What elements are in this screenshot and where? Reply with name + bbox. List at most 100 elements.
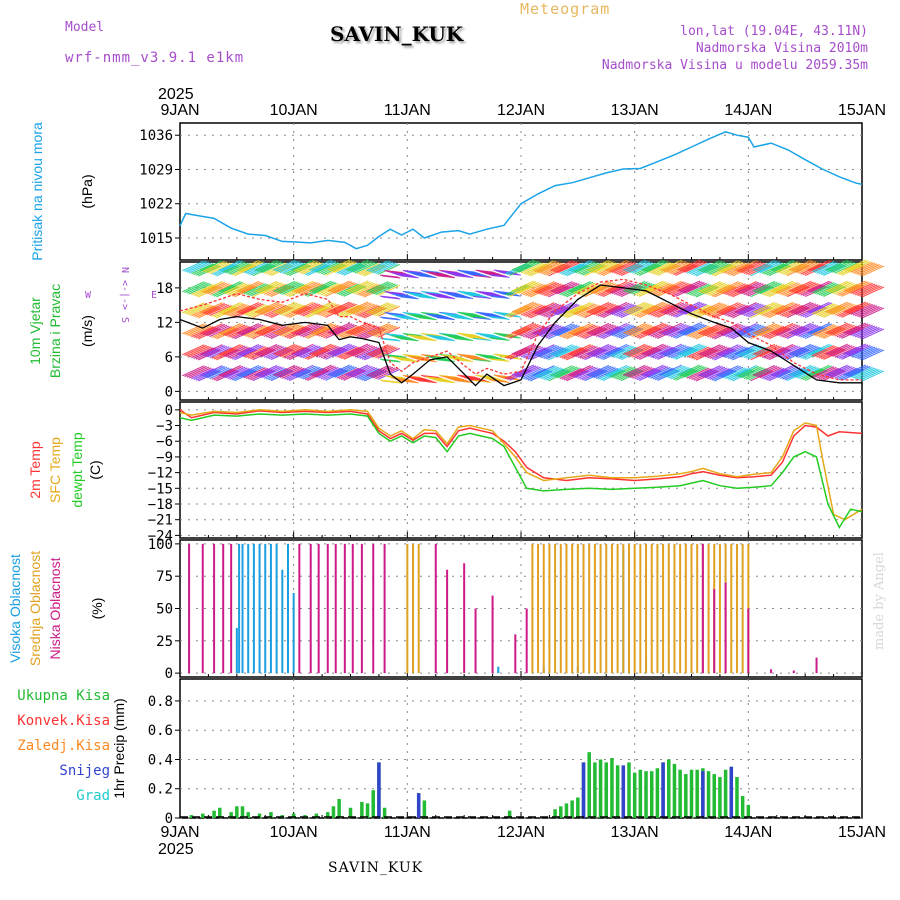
wind-barb xyxy=(307,327,330,339)
wind-barb xyxy=(284,263,307,275)
wind-barb xyxy=(625,323,648,335)
wind-barb xyxy=(332,366,355,378)
wind-barb xyxy=(729,264,753,276)
wind-barb xyxy=(216,265,239,277)
wind-barb xyxy=(613,283,637,295)
wind-barb xyxy=(841,327,864,339)
wind-barb xyxy=(191,305,214,317)
wind-barb xyxy=(777,304,801,316)
wind-barb xyxy=(850,303,873,315)
wind-barb xyxy=(861,286,885,298)
wind-barb xyxy=(641,364,664,376)
wind-barb xyxy=(807,259,830,271)
wind-barb xyxy=(543,284,566,296)
wind-barb xyxy=(725,284,748,296)
ylabel-clouds: Srednja Oblacnost xyxy=(27,551,43,666)
wind-barb xyxy=(809,281,832,293)
wind-barb xyxy=(243,283,266,295)
wind-barb xyxy=(800,326,823,338)
wind-barb xyxy=(377,326,401,338)
bar-clouds xyxy=(235,627,238,674)
wind-barb xyxy=(195,264,219,276)
wind-barb xyxy=(293,323,316,335)
wind-barb xyxy=(834,346,857,358)
wind-barb xyxy=(641,322,664,334)
bar-precip xyxy=(706,771,711,818)
wind-barb xyxy=(743,262,767,275)
wind-barb xyxy=(311,281,335,293)
wind-barb xyxy=(800,368,823,380)
wind-barb xyxy=(295,282,319,294)
wind-barb xyxy=(568,280,591,293)
wind-barb xyxy=(745,305,769,317)
wind-barb xyxy=(791,260,814,272)
wind-barb xyxy=(236,259,260,272)
wind-barb xyxy=(704,283,728,295)
wind-barb xyxy=(663,324,687,336)
bar-precip xyxy=(218,807,222,818)
wind-barb xyxy=(341,305,364,318)
wind-barb xyxy=(661,260,685,272)
wind-barb xyxy=(322,369,346,381)
wind-barb xyxy=(232,285,255,297)
wind-barb xyxy=(368,365,391,377)
wind-barb xyxy=(491,379,510,383)
bar-precip xyxy=(422,800,427,818)
wind-barb xyxy=(377,305,401,317)
wind-barb xyxy=(763,305,787,317)
wind-barb xyxy=(507,306,530,318)
wind-barb xyxy=(557,367,580,379)
bar-precip xyxy=(689,769,694,818)
wind-barb xyxy=(286,285,310,297)
bar-clouds xyxy=(406,543,409,674)
wind-barb xyxy=(636,348,660,360)
wind-barb xyxy=(577,367,601,380)
wind-barb xyxy=(818,305,842,317)
xlabel-bottom: 15JAN xyxy=(838,824,886,841)
wind-barb xyxy=(811,324,835,336)
wind-barb xyxy=(343,327,366,339)
bar-precip xyxy=(735,777,739,818)
wind-barb xyxy=(668,283,692,295)
wind-barb xyxy=(352,345,376,357)
wind-barb xyxy=(629,366,653,379)
wind-barb xyxy=(229,368,253,380)
wind-barb xyxy=(741,304,764,316)
wind-barb xyxy=(557,262,580,274)
wind-barb xyxy=(334,366,357,378)
wind-barb xyxy=(491,316,510,320)
wind-barb xyxy=(184,323,207,336)
wind-barb xyxy=(823,306,846,318)
wind-barb xyxy=(354,304,378,316)
wind-barb xyxy=(343,369,366,381)
wind-barb xyxy=(554,261,578,273)
wind-barb xyxy=(625,260,648,272)
wind-barb xyxy=(804,264,828,277)
wind-barb xyxy=(725,263,748,275)
wind-barb xyxy=(700,281,723,294)
wind-barb xyxy=(523,368,546,380)
wind-barb xyxy=(261,367,285,379)
wind-barb xyxy=(527,306,551,318)
wind-barb xyxy=(707,347,730,359)
wind-barb xyxy=(711,306,735,318)
wind-barb xyxy=(648,324,671,336)
wind-barb xyxy=(375,284,398,296)
wind-barb xyxy=(520,283,544,295)
wind-barb xyxy=(675,348,698,360)
wind-barb xyxy=(216,286,239,298)
wind-barb xyxy=(332,261,355,273)
wind-barb xyxy=(372,304,396,316)
wind-barb xyxy=(611,325,635,337)
wind-barb xyxy=(229,347,253,359)
wind-barb xyxy=(738,324,762,336)
wind-barb xyxy=(777,325,801,337)
wind-barb xyxy=(541,284,564,296)
wind-barb xyxy=(607,323,630,335)
wind-barb xyxy=(743,325,767,338)
wind-barb xyxy=(279,283,303,295)
wind-barb xyxy=(293,260,316,272)
wind-barb xyxy=(272,322,296,334)
wind-barb xyxy=(566,370,589,382)
wind-barb xyxy=(579,263,603,275)
